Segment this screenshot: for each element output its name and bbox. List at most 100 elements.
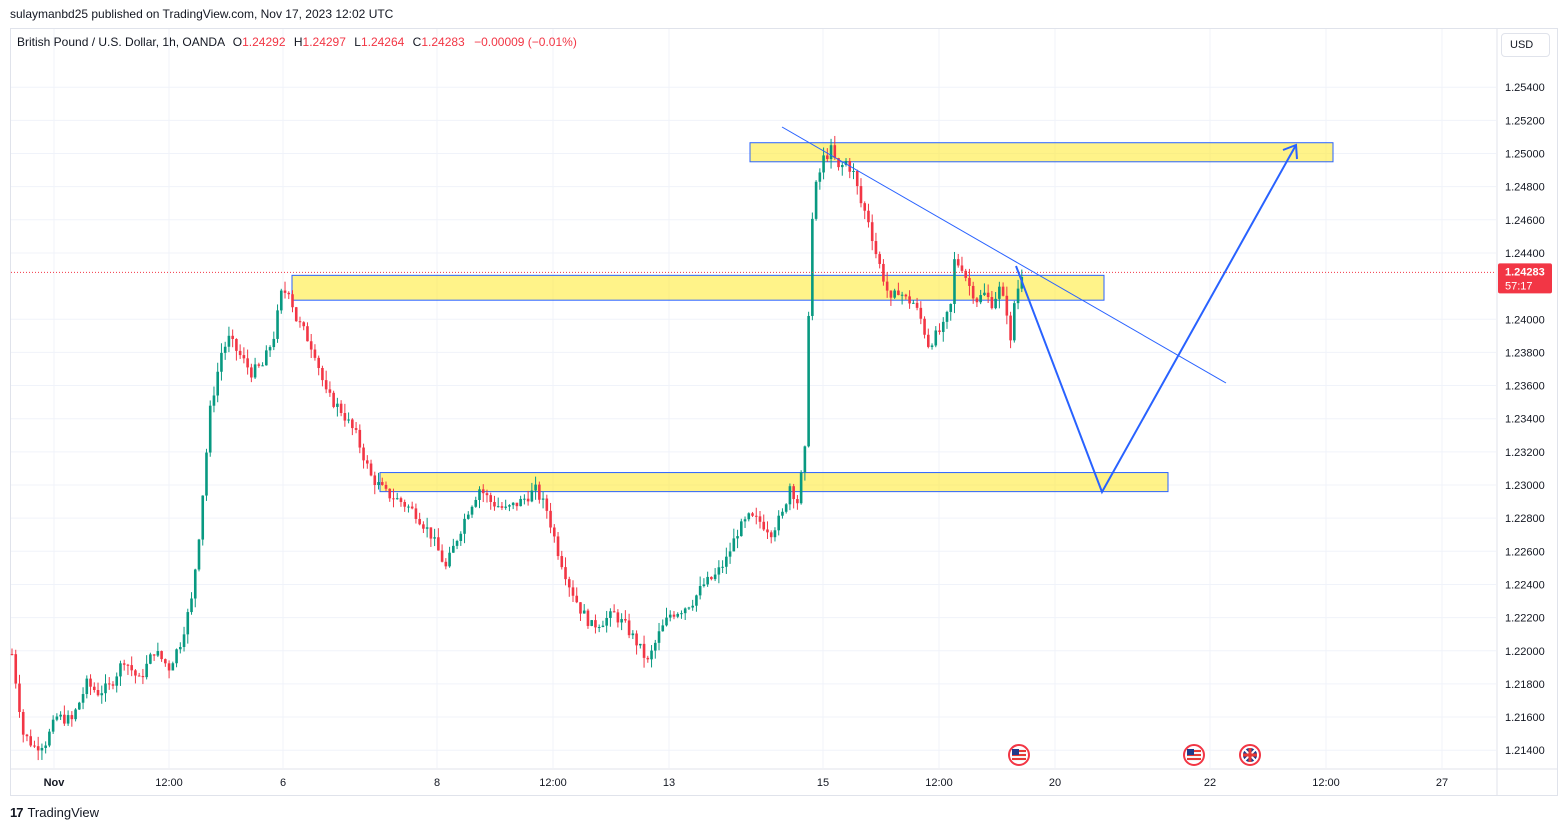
y-tick-label: 1.21400 <box>1505 745 1545 757</box>
candle-body <box>302 322 306 327</box>
chart-frame[interactable] <box>10 28 1558 796</box>
candle-body <box>642 643 646 658</box>
candle-body <box>971 285 975 299</box>
candle-body <box>250 367 253 378</box>
candle-body <box>934 330 938 346</box>
candle-body <box>938 330 941 332</box>
candle-body <box>403 502 406 507</box>
candle-body <box>197 539 201 570</box>
candle-body <box>343 413 347 421</box>
candle-body <box>870 222 874 242</box>
candle-body <box>279 290 283 311</box>
candle-body <box>811 218 814 316</box>
candle-body <box>553 527 556 537</box>
us-flag-icon-canton <box>1187 749 1194 755</box>
candle-body <box>687 607 691 609</box>
symbol-legend: British Pound / U.S. Dollar, 1h, OANDA O… <box>17 35 577 49</box>
y-tick-label: 1.21800 <box>1505 679 1545 691</box>
candle-body <box>855 170 859 187</box>
candle-body <box>422 524 425 529</box>
candle-body <box>291 294 294 308</box>
candle-body <box>470 506 474 515</box>
us-flag-icon-stripe <box>1187 758 1201 760</box>
symbol-title: British Pound / U.S. Dollar, 1h, OANDA <box>17 35 225 49</box>
candle-body <box>912 302 915 304</box>
candle-body <box>137 675 141 677</box>
candle-body <box>306 326 309 342</box>
candle-body <box>242 355 246 359</box>
candle-body <box>336 403 339 407</box>
x-tick-label: 12:00 <box>539 777 567 789</box>
candle-body <box>639 643 642 646</box>
candle-body <box>384 484 388 489</box>
candle-body <box>414 508 418 519</box>
candle-body <box>388 488 392 499</box>
candle-body <box>268 347 272 351</box>
currency-button[interactable]: USD <box>1501 33 1550 57</box>
candle-body <box>369 463 373 476</box>
candle-body <box>635 633 638 646</box>
candle-body <box>769 532 773 538</box>
candle-body <box>25 734 29 737</box>
candle-body <box>463 518 466 534</box>
candle-body <box>362 447 365 461</box>
candle-body <box>994 298 997 309</box>
candle-body <box>309 341 313 350</box>
candle-body <box>826 155 829 159</box>
candle-body <box>799 472 803 504</box>
candle-body <box>627 620 631 636</box>
candle-body <box>474 499 478 507</box>
candle-body <box>586 610 590 626</box>
publish-info: sulaymanbd25 published on TradingView.co… <box>10 7 394 21</box>
candle-body <box>134 670 137 676</box>
candle-body <box>975 298 979 303</box>
candle-body <box>407 506 410 508</box>
candle-body <box>55 716 59 720</box>
candle-body <box>220 352 223 372</box>
candle-body <box>395 498 399 500</box>
candle-body <box>294 307 298 322</box>
candle-body <box>216 371 219 396</box>
candle-body <box>900 294 904 296</box>
x-tick-label: 6 <box>280 777 286 789</box>
candle-body <box>493 501 496 507</box>
candle-body <box>179 646 182 650</box>
candle-body <box>590 620 593 626</box>
candle-body <box>833 145 837 159</box>
candle-body <box>1001 286 1005 296</box>
candle-body <box>377 482 380 486</box>
rectangle-zone[interactable] <box>379 472 1169 493</box>
candle-body <box>429 527 433 539</box>
projection-path[interactable] <box>1015 144 1297 495</box>
y-tick-label: 1.24800 <box>1505 182 1545 194</box>
tradingview-logo[interactable]: 17 TradingView <box>10 805 99 820</box>
candle-body <box>231 335 234 339</box>
candle-body <box>616 612 620 623</box>
candle-body <box>863 203 867 211</box>
candle-body <box>526 498 530 502</box>
candle-body <box>968 277 971 286</box>
candle-body <box>601 625 605 627</box>
rectangle-zone[interactable] <box>749 142 1334 163</box>
candle-body <box>190 598 193 613</box>
candle-body <box>104 683 107 694</box>
candle-body <box>223 346 227 353</box>
close-value: 1.24283 <box>421 35 465 49</box>
candle-body <box>594 620 597 628</box>
high-label: H <box>293 35 303 49</box>
trend-line[interactable] <box>781 126 1227 384</box>
candle-body <box>504 506 507 508</box>
candle-body <box>164 659 167 664</box>
candle-body <box>283 290 287 293</box>
candle-body <box>410 506 414 509</box>
candle-body <box>597 626 601 628</box>
candle-body <box>425 527 429 529</box>
candle-body <box>298 321 302 323</box>
candle-body <box>444 561 448 567</box>
rectangle-zone[interactable] <box>291 274 1105 301</box>
candle-body <box>1016 288 1020 304</box>
candle-body <box>111 684 115 686</box>
x-tick-label: 15 <box>817 777 829 789</box>
y-tick-label: 1.23200 <box>1505 447 1545 459</box>
